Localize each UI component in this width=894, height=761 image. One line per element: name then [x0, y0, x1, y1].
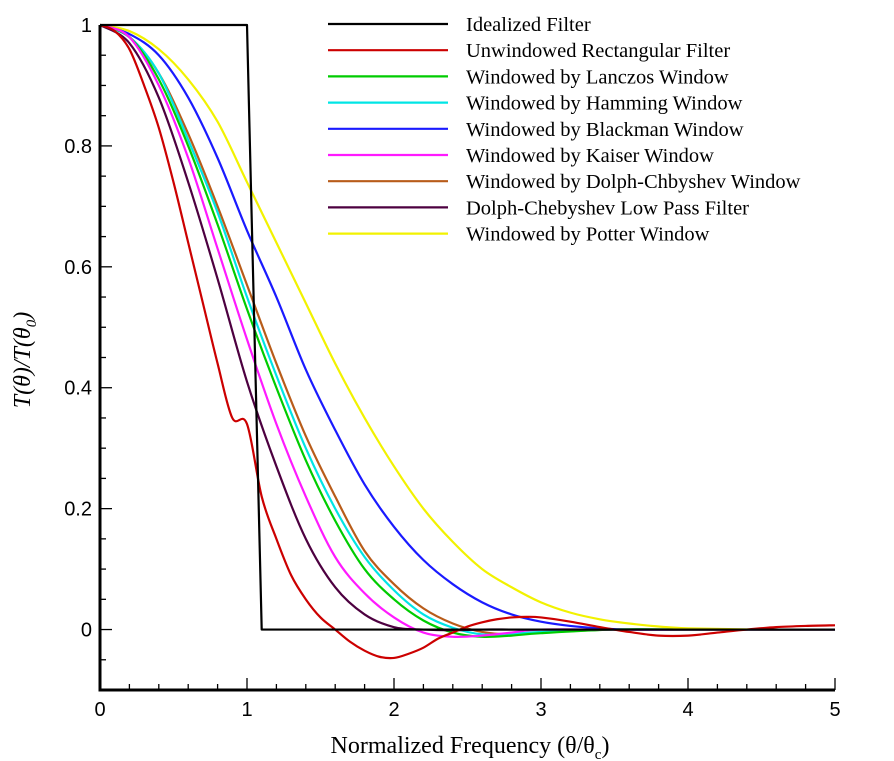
legend-label-9: Windowed by Potter Window	[466, 224, 710, 246]
y-tick-label: 0.2	[64, 499, 92, 521]
x-axis-label: Normalized Frequency (θ/θc)	[331, 733, 610, 761]
legend-label-7: Windowed by Dolph-Chbyshev Window	[466, 171, 801, 193]
legend-label-6: Windowed by Kaiser Window	[466, 145, 714, 167]
y-tick-label: 1	[81, 15, 92, 37]
legend: Idealized Filter Unwindowed Rectangular F…	[328, 14, 801, 246]
y-tick-label: 0.4	[64, 378, 92, 400]
series-layer	[100, 23, 835, 660]
x-axis-label-close: )	[601, 733, 609, 759]
y-axis-label-sub: 0	[24, 319, 40, 327]
x-tick-label: 4	[682, 699, 693, 721]
legend-label-3: Windowed by Lanczos Window	[466, 66, 729, 88]
y-axis-label: T(θ)/T(θ0)	[10, 312, 40, 408]
y-tick-label: 0	[81, 620, 92, 642]
legend-label-8: Dolph-Chebyshev Low Pass Filter	[466, 197, 749, 219]
x-tick-label: 2	[388, 699, 399, 721]
series-line-5	[100, 23, 835, 631]
x-tick-label: 1	[241, 699, 252, 721]
x-tick-label: 3	[535, 699, 546, 721]
x-axis-label-main: Normalized Frequency (θ/θ	[331, 733, 595, 759]
legend-label-1: Idealized Filter	[466, 14, 591, 36]
legend-label-2: Unwindowed Rectangular Filter	[466, 40, 730, 62]
series-line-8	[100, 23, 835, 632]
axis-ticks: 0 1 2 3 4 5 0 0.2 0.4 0.6 0.8 1	[64, 15, 840, 721]
y-axis-label-close: )	[10, 312, 36, 322]
legend-label-5: Windowed by Blackman Window	[466, 119, 744, 141]
series-line-2	[100, 23, 835, 660]
y-tick-label: 0.8	[64, 136, 92, 158]
series-line-9	[100, 23, 835, 631]
x-tick-label: 5	[829, 699, 840, 721]
x-axis-label-sub: c	[595, 747, 602, 761]
y-tick-label: 0.6	[64, 257, 92, 279]
x-tick-label: 0	[94, 699, 105, 721]
series-line-1	[100, 23, 835, 631]
y-axis-label-main: T(θ)/T(θ	[10, 327, 36, 408]
legend-label-4: Windowed by Hamming Window	[466, 93, 743, 115]
